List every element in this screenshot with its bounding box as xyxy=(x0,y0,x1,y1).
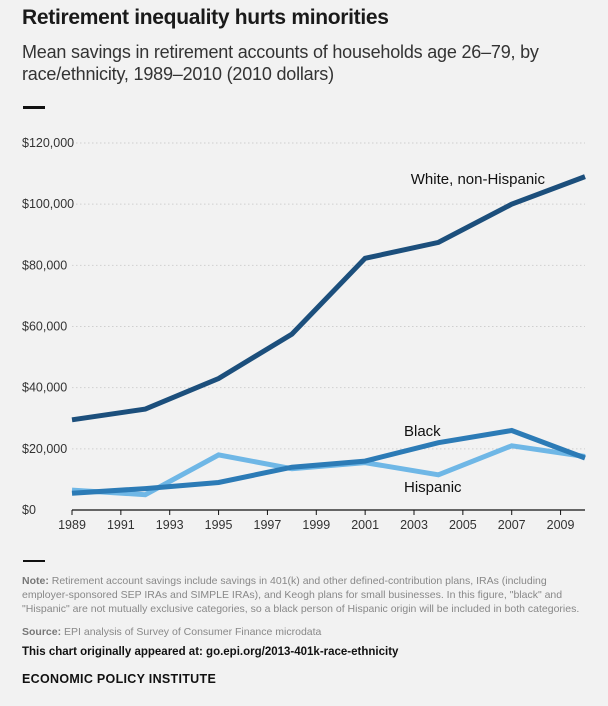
appeared-at-link[interactable]: This chart originally appeared at: go.ep… xyxy=(22,646,399,658)
footer-rule xyxy=(23,560,45,562)
series-labels: White, non-Hispanic Black Hispanic xyxy=(404,171,545,496)
source-text: EPI analysis of Survey of Consumer Finan… xyxy=(61,626,322,638)
y-tick-label: $0 xyxy=(22,503,36,517)
series-line-black xyxy=(71,427,586,496)
series-line-white xyxy=(71,174,586,423)
x-tick-label: 2009 xyxy=(547,518,575,530)
y-axis-labels: $0 $20,000 $40,000 $60,000 $80,000 $100,000 $1… xyxy=(22,136,74,517)
series-label-hispanic: Hispanic xyxy=(404,479,462,496)
note-text: Retirement account savings include savin… xyxy=(22,575,580,615)
series-label-black: Black xyxy=(404,423,441,440)
x-tick-label: 2007 xyxy=(498,518,526,530)
note: Note: Retirement account savings include… xyxy=(22,574,592,616)
note-label: Note: xyxy=(22,575,49,587)
x-tick-label: 2003 xyxy=(400,518,428,530)
source-label: Source: xyxy=(22,626,62,638)
y-tick-label: $80,000 xyxy=(22,258,67,272)
y-tick-label: $20,000 xyxy=(22,442,67,456)
y-tick-label: $120,000 xyxy=(22,136,74,150)
series-label-white: White, non-Hispanic xyxy=(411,171,546,188)
x-tick-label: 2001 xyxy=(351,518,379,530)
y-tick-label: $40,000 xyxy=(22,381,67,395)
series-lines xyxy=(71,174,586,498)
x-tick-label: 1995 xyxy=(205,518,233,530)
chart-title: Retirement inequality hurts minorities xyxy=(22,6,389,29)
y-tick-label: $100,000 xyxy=(22,197,74,211)
x-tick-label: 1993 xyxy=(156,518,184,530)
x-tick-label: 1999 xyxy=(302,518,330,530)
title-rule xyxy=(23,106,45,109)
line-chart: $0 $20,000 $40,000 $60,000 $80,000 $100,000 $1… xyxy=(22,136,586,530)
gridlines xyxy=(72,142,585,450)
x-tick-label: 1989 xyxy=(58,518,86,530)
chart-subtitle: Mean savings in retirement accounts of h… xyxy=(22,42,539,84)
source: Source: EPI analysis of Survey of Consum… xyxy=(22,626,592,638)
organization-name: ECONOMIC POLICY INSTITUTE xyxy=(22,672,217,686)
x-axis: 1989 1991 1993 1995 1997 1999 2001 2003 2005 2007… xyxy=(58,509,585,530)
x-tick-label: 2005 xyxy=(449,518,477,530)
x-tick-label: 1991 xyxy=(107,518,135,530)
y-tick-label: $60,000 xyxy=(22,320,67,334)
x-tick-label: 1997 xyxy=(254,518,282,530)
